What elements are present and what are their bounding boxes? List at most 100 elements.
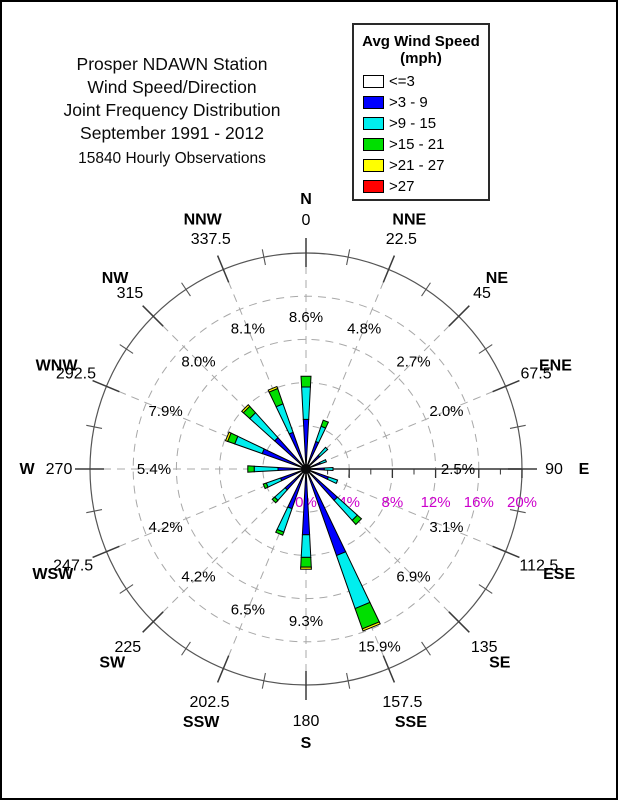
grid-spoke: [106, 473, 295, 553]
petal-W: [247, 465, 307, 473]
petal-segment-ESE->9 - 15: [326, 476, 339, 485]
petal-segment-S->21 - 27: [300, 566, 312, 570]
radial-scale-label-8%: 8%: [382, 494, 404, 511]
petal-segment-NE->9 - 15: [317, 446, 329, 458]
deg-label-W: 270: [46, 461, 73, 478]
legend-item-1: >3 - 9: [354, 92, 488, 113]
freq-label-ESE: 3.1%: [429, 519, 463, 536]
direction-minor-tick: [181, 282, 191, 297]
petal-segment-SSE->9 - 15: [335, 551, 371, 610]
dir-label-SSW: SSW: [183, 714, 220, 731]
direction-tick: [92, 379, 120, 393]
direction-minor-tick: [421, 282, 431, 297]
legend-swatch-icon: [363, 180, 384, 193]
petal-segment-NNW->9 - 15: [275, 403, 294, 435]
title-line-4: September 1991 - 2012: [80, 123, 264, 143]
direction-minor-tick: [478, 584, 493, 594]
direction-tick: [448, 611, 470, 633]
petal-segment-N->15 - 21: [300, 375, 312, 388]
petal-N: [300, 375, 312, 470]
deg-label-SSW: 202.5: [190, 694, 230, 711]
petal-segment-NW->3 - 9: [273, 436, 307, 470]
deg-label-S: 180: [293, 713, 320, 730]
petal-segment-W->15 - 21: [247, 465, 255, 473]
petal-segment-WNW->9 - 15: [234, 435, 265, 455]
petal-E: [305, 466, 334, 472]
dir-label-NNW: NNW: [184, 212, 223, 229]
observations-count: 15840 Hourly Observations: [78, 150, 266, 167]
legend-swatch-icon: [363, 96, 384, 109]
grid-spoke: [317, 385, 506, 465]
deg-label-NNW: 337.5: [191, 231, 231, 248]
freq-label-SSE: 15.9%: [358, 638, 401, 655]
direction-tick: [448, 305, 470, 327]
direction-tick: [382, 255, 396, 283]
deg-label-WSW: 247.5: [53, 557, 93, 574]
petal-segment-N->9 - 15: [301, 386, 311, 420]
direction-minor-tick: [509, 509, 526, 514]
petal-segment-NNE->9 - 15: [315, 425, 327, 444]
dir-label-NE: NE: [486, 270, 509, 287]
petals: [224, 375, 381, 632]
petal-segment-SSE->21 - 27: [361, 621, 381, 632]
petal-segment-ENE->9 - 15: [318, 459, 328, 465]
dir-label-E: E: [579, 461, 590, 478]
legend-swatch-icon: [363, 159, 384, 172]
deg-label-SW: 225: [114, 639, 141, 656]
freq-label-ENE: 2.0%: [429, 403, 463, 420]
freq-label-NNE: 4.8%: [347, 321, 381, 338]
direction-minor-tick: [478, 344, 493, 354]
radial-scale-label-16%: 16%: [464, 494, 494, 511]
freq-label-SW: 4.2%: [181, 568, 215, 585]
legend-item-label: >3 - 9: [389, 94, 428, 111]
direction-minor-tick: [346, 249, 351, 266]
legend-title: Avg Wind Speed: [362, 33, 480, 50]
petal-segment-NNE->15 - 21: [320, 419, 330, 429]
petal-segment-S->15 - 21: [300, 556, 312, 568]
petal-NW: [240, 403, 307, 470]
direction-minor-tick: [421, 641, 431, 656]
wind-speed-legend: Avg Wind Speed (mph) <=3 >3 - 9 >9 - 15 >15…: [352, 23, 490, 201]
petal-NNE: [305, 419, 330, 470]
petal-segment-N->3 - 9: [302, 418, 310, 470]
petal-SE: [305, 468, 363, 526]
direction-tick: [492, 379, 520, 393]
deg-label-NNE: 22.5: [386, 231, 417, 248]
legend-items: <=3 >3 - 9 >9 - 15 >15 - 21 >21 - 27 >27: [354, 71, 488, 197]
direction-minor-tick: [261, 672, 266, 689]
deg-label-NW: 315: [117, 285, 144, 302]
deg-label-E: 90: [545, 461, 563, 478]
petal-segment-SSE->3 - 9: [305, 468, 347, 557]
grid-spoke: [314, 315, 460, 461]
legend-item-label: >15 - 21: [389, 136, 445, 153]
direction-tick: [216, 655, 230, 683]
petal-segment-E->9 - 15: [323, 466, 334, 472]
petal-segment-NW->21 - 27: [240, 403, 251, 414]
legend-item-5: >27: [354, 176, 488, 197]
deg-label-N: 0: [302, 212, 311, 229]
freq-label-N: 8.6%: [289, 309, 323, 326]
radial-scale-label-20%: 20%: [507, 494, 537, 511]
legend-item-3: >15 - 21: [354, 134, 488, 155]
title-line-3: Joint Frequency Distribution: [63, 100, 281, 120]
legend-swatch-icon: [363, 117, 384, 130]
direction-minor-tick: [86, 509, 103, 514]
freq-label-WSW: 4.2%: [148, 519, 182, 536]
dir-label-ENE: ENE: [539, 358, 572, 375]
freq-label-E: 2.5%: [441, 461, 475, 478]
petal-SSW: [275, 468, 307, 536]
dir-label-WNW: WNW: [36, 358, 79, 375]
petal-segment-NNW->21 - 27: [267, 385, 279, 393]
freq-label-WNW: 7.9%: [148, 403, 182, 420]
petal-WSW: [262, 468, 307, 490]
direction-tick: [216, 255, 230, 283]
title-line-1: Prosper NDAWN Station: [76, 54, 268, 74]
deg-label-ESE: 112.5: [519, 557, 558, 574]
freq-label-NNW: 8.1%: [231, 321, 265, 338]
legend-item-label: >21 - 27: [389, 157, 445, 174]
legend-item-2: >9 - 15: [354, 113, 488, 134]
